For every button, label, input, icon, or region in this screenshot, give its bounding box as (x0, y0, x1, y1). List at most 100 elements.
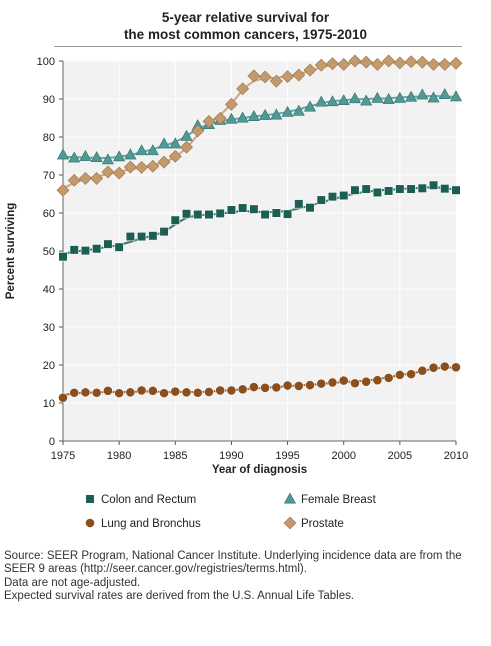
point-lung-and-bronchus-1986 (181, 387, 192, 398)
point-lung-and-bronchus-1987 (192, 387, 203, 398)
point-prostate-1981 (123, 160, 137, 174)
point-prostate-2007 (415, 55, 429, 69)
series-prostate (56, 54, 463, 197)
point-colon-and-rectum-1984 (159, 227, 169, 237)
point-prostate-1989 (213, 111, 227, 125)
point-colon-and-rectum-2000 (339, 190, 349, 201)
y-tick-label-100: 100 (37, 56, 55, 68)
point-lung-and-bronchus-2010 (451, 362, 461, 373)
survival-chart: 0 10 20 30 40 50 60 70 80 90 100 1975 1980 1985 1990 19… (5, 54, 468, 530)
legend-label-lung-and-bronchus: Lung and Bronchus (101, 518, 201, 530)
data-points (56, 54, 463, 403)
point-lung-and-bronchus-1980 (114, 388, 125, 399)
legend-label-prostate: Prostate (301, 518, 344, 530)
point-female-breast-2005 (393, 91, 406, 103)
source-line-3: Data are not age-adjusted. (4, 576, 141, 589)
point-colon-and-rectum-2004 (384, 186, 394, 196)
point-colon-and-rectum-1988 (204, 209, 214, 220)
point-female-breast-1998 (315, 95, 328, 107)
x-tick-label-2010: 2010 (444, 450, 468, 462)
point-prostate-2004 (382, 54, 396, 68)
point-lung-and-bronchus-2007 (417, 365, 428, 376)
point-lung-and-bronchus-1988 (204, 387, 214, 397)
point-lung-and-bronchus-2006 (406, 369, 416, 380)
chart-title-line-1: 5-year relative survival for (161, 10, 330, 25)
point-colon-and-rectum-2009 (440, 184, 450, 194)
y-axis-label: Percent surviving (5, 203, 17, 300)
point-female-breast-2010 (449, 90, 463, 102)
series-female-breast (56, 88, 463, 165)
point-colon-and-rectum-1999 (327, 192, 338, 202)
point-prostate-1979 (101, 165, 115, 179)
point-lung-and-bronchus-1991 (237, 384, 248, 395)
point-female-breast-1986 (180, 129, 193, 141)
series-lung-and-bronchus (58, 361, 461, 403)
legend-marker-colon-and-rectum (85, 494, 95, 504)
point-prostate-1976 (67, 173, 81, 187)
point-female-breast-1978 (90, 151, 103, 163)
point-colon-and-rectum-2003 (372, 187, 383, 198)
point-lung-and-bronchus-2000 (338, 375, 349, 386)
point-colon-and-rectum-1978 (92, 244, 102, 254)
point-prostate-1995 (281, 70, 294, 84)
y-tick-label-80: 80 (43, 132, 55, 144)
y-tick-label-50: 50 (43, 246, 55, 258)
point-prostate-1999 (326, 57, 339, 71)
source-line-4: Expected survival rates are derived from… (4, 589, 355, 602)
x-tick-label-1980: 1980 (107, 450, 131, 462)
point-prostate-1997 (303, 63, 317, 77)
legend-label-colon-and-rectum: Colon and Rectum (101, 494, 196, 506)
x-tick-label-1995: 1995 (275, 450, 299, 462)
point-colon-and-rectum-1992 (249, 204, 259, 214)
point-prostate-1993 (258, 70, 272, 84)
legend-marker-prostate (283, 516, 297, 530)
point-prostate-2006 (404, 55, 418, 69)
point-female-breast-2002 (360, 94, 373, 106)
point-female-breast-1996 (292, 104, 305, 116)
point-female-breast-2006 (405, 90, 418, 102)
point-female-breast-2003 (371, 91, 384, 103)
x-tick-label-1975: 1975 (51, 450, 75, 462)
point-lung-and-bronchus-1994 (271, 382, 282, 393)
point-lung-and-bronchus-1990 (226, 385, 237, 396)
point-prostate-1988 (202, 114, 216, 128)
point-female-breast-1979 (101, 153, 114, 165)
point-female-breast-2004 (382, 92, 395, 104)
y-tick-label-70: 70 (43, 170, 55, 182)
point-colon-and-rectum-1996 (294, 199, 304, 209)
point-prostate-1987 (191, 124, 205, 138)
point-female-breast-2007 (416, 88, 429, 100)
point-colon-and-rectum-1977 (80, 246, 91, 256)
point-colon-and-rectum-2005 (395, 184, 405, 194)
point-lung-and-bronchus-1993 (260, 382, 271, 393)
point-prostate-1982 (135, 160, 149, 174)
point-prostate-1985 (168, 149, 182, 163)
point-prostate-2001 (348, 54, 362, 68)
y-tick-label-40: 40 (43, 284, 55, 296)
point-colon-and-rectum-1981 (125, 231, 135, 242)
point-prostate-1992 (247, 69, 261, 83)
point-colon-and-rectum-2007 (417, 183, 427, 193)
point-lung-and-bronchus-2003 (372, 375, 383, 386)
point-prostate-2009 (438, 57, 452, 71)
point-lung-and-bronchus-1985 (170, 386, 181, 397)
point-lung-and-bronchus-1978 (91, 387, 102, 398)
point-prostate-2008 (427, 57, 440, 71)
series-colon-and-rectum (58, 180, 461, 262)
point-lung-and-bronchus-2001 (350, 378, 360, 389)
point-lung-and-bronchus-1981 (125, 387, 136, 398)
point-colon-and-rectum-1986 (181, 209, 192, 219)
point-lung-and-bronchus-1999 (327, 377, 338, 388)
point-female-breast-1977 (79, 149, 92, 161)
point-lung-and-bronchus-1989 (215, 385, 226, 396)
x-tick-label-2000: 2000 (331, 450, 355, 462)
source-line-2: SEER 9 areas (http://seer.cancer.gov/reg… (4, 563, 307, 576)
point-colon-and-rectum-1994 (271, 208, 281, 218)
point-colon-and-rectum-2002 (361, 184, 371, 194)
point-female-breast-1995 (281, 105, 294, 117)
point-colon-and-rectum-1991 (238, 203, 248, 213)
legend: Colon and Rectum Lung and Bronchus Female … (85, 492, 377, 530)
point-female-breast-1997 (304, 100, 317, 112)
point-female-breast-1985 (169, 137, 182, 149)
y-tick-label-30: 30 (43, 322, 55, 334)
